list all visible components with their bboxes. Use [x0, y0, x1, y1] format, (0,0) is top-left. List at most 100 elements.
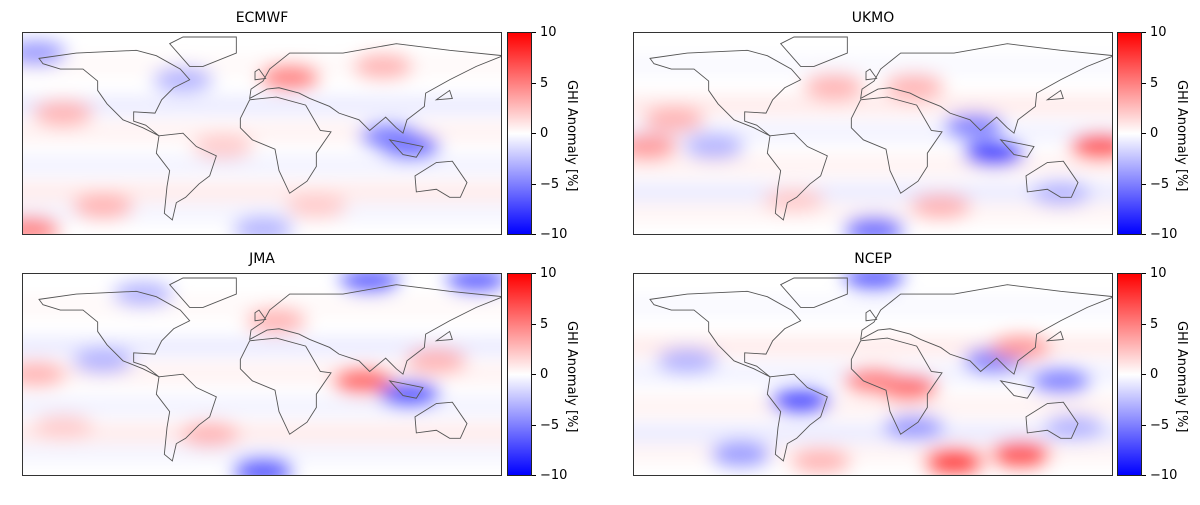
- anomaly-region: [339, 274, 400, 293]
- colorbar-tick-label: −10: [1150, 227, 1178, 242]
- coastline: [388, 139, 424, 158]
- background-band: [634, 426, 1112, 441]
- colorbar-tick-label: 0: [1150, 126, 1159, 141]
- anomaly-region: [790, 448, 851, 473]
- coastline: [1025, 401, 1079, 439]
- colorbar-tick: [532, 374, 536, 375]
- colorbar-tick: [532, 323, 536, 325]
- anomaly-region: [684, 134, 744, 159]
- coastline: [779, 36, 848, 67]
- coastline: [1025, 160, 1079, 198]
- background-band: [23, 185, 501, 200]
- anomaly-region: [23, 362, 67, 387]
- coastline: [254, 68, 267, 81]
- colorbar-tick: [532, 273, 536, 274]
- background-band: [23, 339, 501, 354]
- colorbar-tick-label: 10: [540, 25, 557, 40]
- colorbar-tick-label: 0: [540, 126, 549, 141]
- background-band: [634, 98, 1112, 113]
- coastline: [850, 337, 943, 435]
- coastline: [38, 49, 191, 137]
- background-band: [23, 399, 501, 414]
- colorbar-tick: [1142, 183, 1146, 185]
- anomaly-region: [286, 194, 347, 219]
- coastline: [649, 49, 802, 137]
- colorbar-tick-label: 10: [540, 266, 557, 281]
- anomaly-region: [1044, 415, 1104, 440]
- colorbar-tick-label: 10: [1150, 25, 1167, 40]
- anomaly-region: [924, 448, 984, 473]
- colorbar-tick: [1142, 475, 1146, 476]
- colorbar-tick: [1142, 323, 1146, 325]
- colorbar-tick: [532, 234, 536, 235]
- colorbar-tick-label: −10: [1150, 468, 1178, 483]
- coastline: [155, 132, 217, 221]
- colorbar-tick-label: 5: [540, 316, 549, 332]
- background-band: [634, 399, 1112, 414]
- colorbar-tick-label: −5: [540, 176, 560, 192]
- anomaly-region: [1070, 134, 1112, 159]
- panel-title: UKMO: [851, 10, 895, 26]
- colorbar-tick-label: 10: [1150, 266, 1167, 281]
- anomaly-region: [379, 382, 440, 407]
- coastline: [1045, 89, 1064, 101]
- panel-title: ECMWF: [235, 10, 289, 26]
- anomaly-region: [804, 74, 864, 99]
- coastline: [254, 309, 267, 322]
- colorbar-tick: [532, 475, 536, 476]
- anomaly-region: [844, 274, 904, 291]
- coastline: [239, 337, 332, 435]
- panel-title: JMA: [249, 251, 275, 267]
- colorbar: [507, 32, 532, 235]
- background-band: [634, 58, 1112, 73]
- panel-title: NCEP: [854, 251, 892, 267]
- coastline: [999, 139, 1035, 158]
- coastline: [766, 373, 828, 462]
- anomaly-region: [193, 134, 253, 159]
- colorbar-tick: [1142, 82, 1146, 84]
- anomaly-region: [446, 274, 501, 293]
- coastline: [414, 160, 468, 198]
- coastline: [766, 132, 828, 221]
- anomaly-region: [944, 114, 1004, 139]
- map-heatmap: [633, 273, 1113, 476]
- coastline: [239, 96, 332, 194]
- anomaly-region: [964, 141, 1024, 166]
- anomaly-region: [844, 217, 904, 234]
- anomaly-region: [770, 388, 831, 413]
- background-band: [23, 158, 501, 173]
- background-band: [634, 158, 1112, 173]
- colorbar-tick: [1142, 273, 1146, 274]
- anomaly-region: [990, 442, 1051, 467]
- anomaly-region: [153, 67, 213, 92]
- anomaly-region: [73, 194, 133, 219]
- colorbar-tick: [532, 183, 536, 185]
- coastline: [649, 290, 802, 378]
- coastline: [155, 373, 217, 462]
- coastline: [999, 380, 1035, 399]
- background-band: [634, 299, 1112, 314]
- coastline: [38, 290, 191, 378]
- anomaly-region: [406, 348, 467, 373]
- anomaly-region: [333, 368, 393, 393]
- colorbar-tick: [1142, 32, 1146, 33]
- colorbar-label: GHI Anomaly [%]: [564, 80, 579, 192]
- anomaly-region: [233, 458, 293, 475]
- background-band: [23, 446, 501, 461]
- coastline: [779, 277, 848, 308]
- colorbar-tick-label: −5: [1150, 417, 1170, 433]
- anomaly-region: [23, 41, 67, 66]
- anomaly-region: [884, 74, 944, 99]
- background-band: [23, 205, 501, 220]
- anomaly-region: [353, 54, 413, 79]
- map-heatmap: [22, 273, 502, 476]
- colorbar-label: GHI Anomaly [%]: [564, 321, 579, 433]
- coastline: [168, 36, 237, 67]
- colorbar: [1117, 273, 1142, 476]
- coastline: [865, 68, 878, 81]
- colorbar-tick-label: 0: [1150, 367, 1159, 382]
- colorbar-tick: [532, 424, 536, 426]
- colorbar-tick: [532, 32, 536, 33]
- anomaly-region: [844, 368, 904, 393]
- colorbar-tick-label: −10: [540, 227, 568, 242]
